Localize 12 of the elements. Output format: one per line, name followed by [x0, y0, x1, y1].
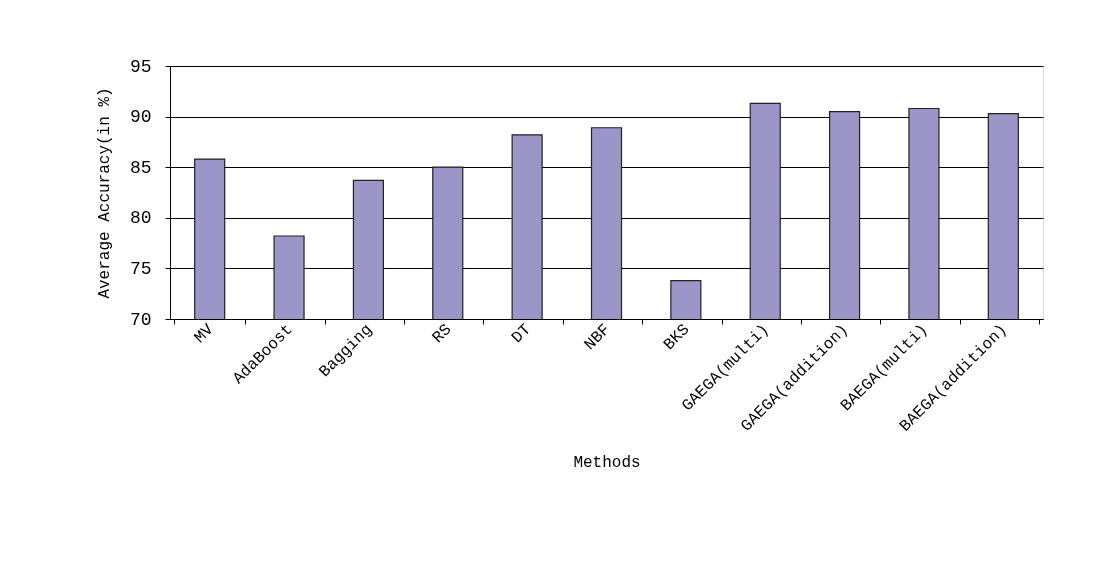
- y-tick-label: 90: [129, 107, 152, 128]
- y-tick-label: 95: [129, 56, 152, 77]
- x-tick-label: MV: [190, 320, 218, 348]
- x-axis-title: Methods: [573, 454, 641, 472]
- y-tick-label: 70: [129, 309, 152, 330]
- y-tick-label: 75: [129, 258, 152, 279]
- x-tick-label: DT: [508, 320, 535, 348]
- y-axis-title: Average Accuracy(in %): [95, 87, 114, 299]
- y-tick-label: 85: [129, 157, 152, 178]
- x-tick-label: RS: [429, 320, 456, 348]
- y-tick-label: 80: [129, 208, 152, 229]
- x-tick-label: NBF: [580, 320, 615, 354]
